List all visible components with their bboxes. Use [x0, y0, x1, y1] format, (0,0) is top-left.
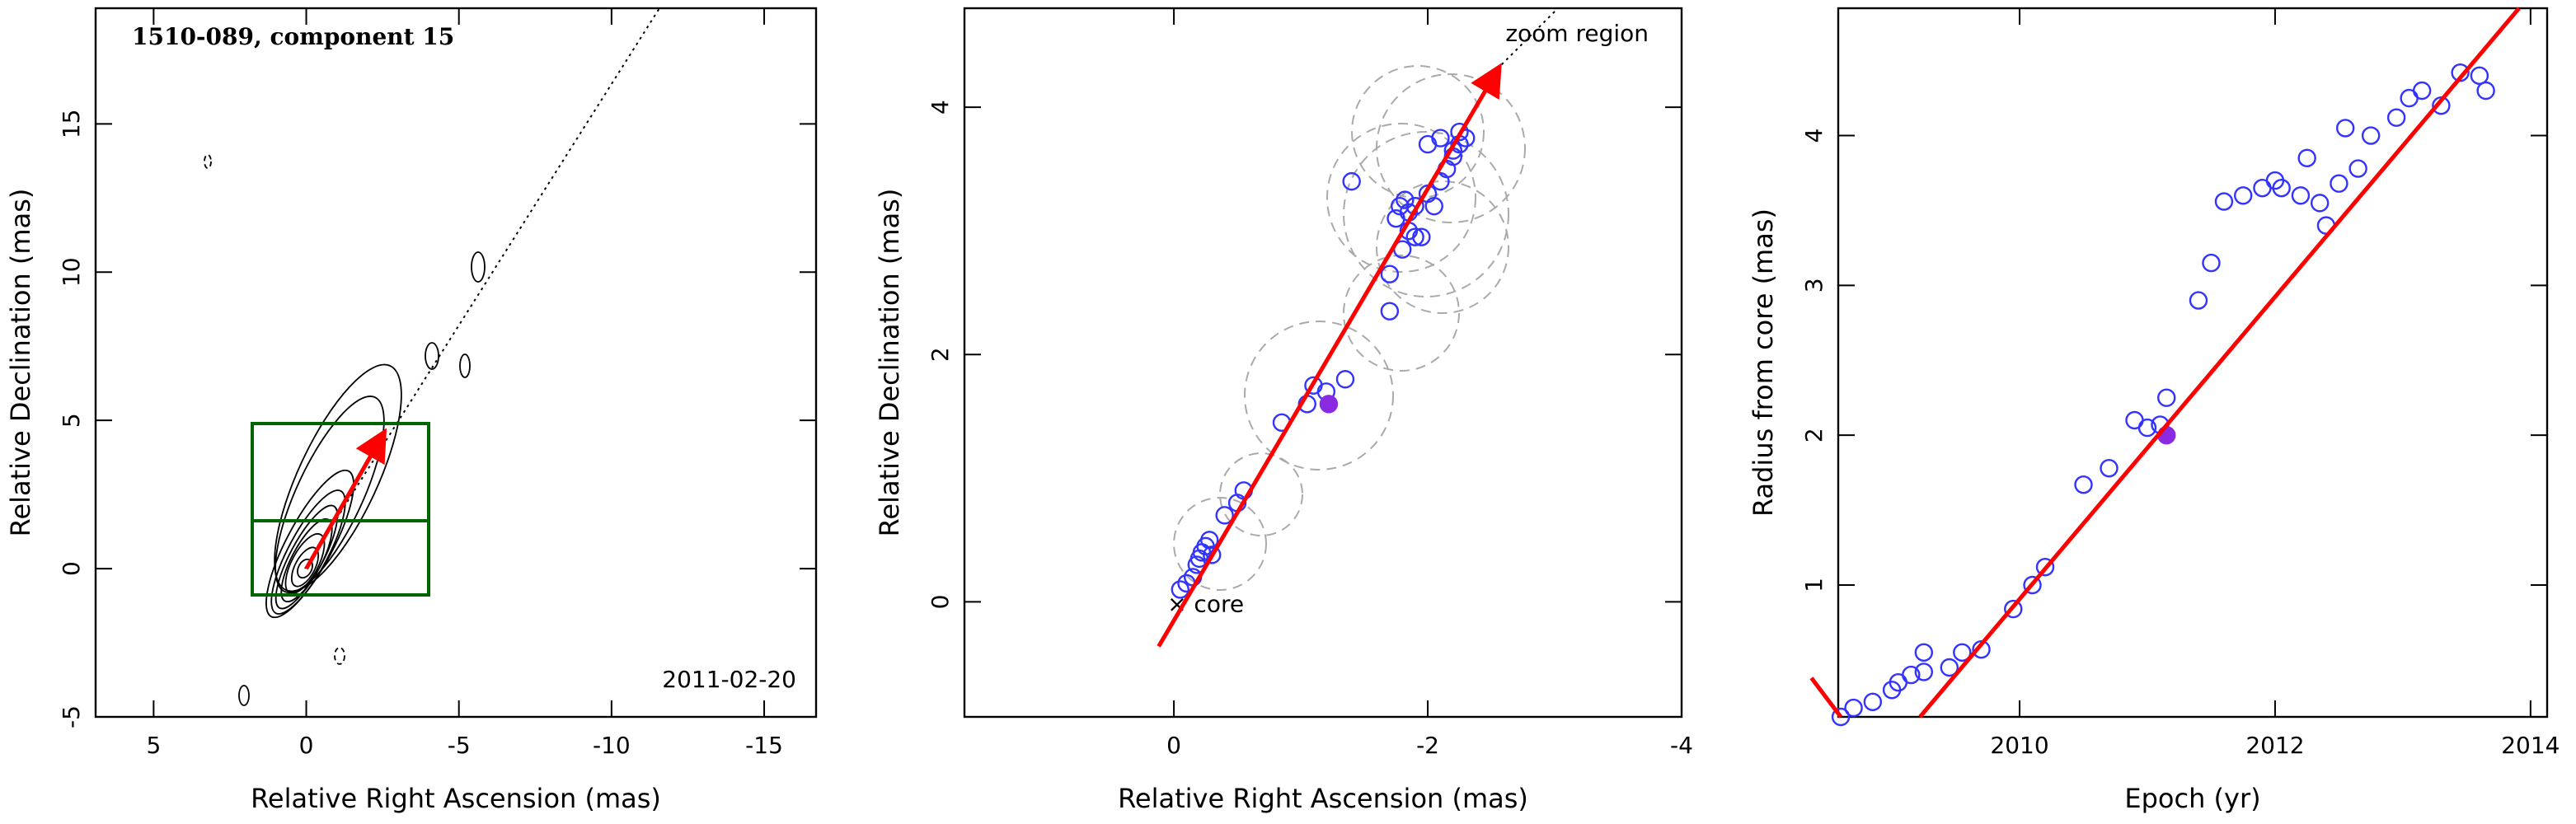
zoom-box [251, 422, 430, 597]
data-point [1418, 134, 1438, 154]
data-point [1431, 129, 1450, 147]
data-point [1215, 506, 1234, 525]
y-axis-label: Radius from core (mas) [1748, 208, 1779, 517]
data-point [2470, 66, 2489, 86]
data-point [1396, 190, 1415, 209]
x-tick-label: -2 [1416, 732, 1439, 759]
data-point [1319, 395, 1339, 414]
fit-line [1809, 677, 1843, 719]
x-tick-label: 0 [299, 732, 314, 759]
data-point [2100, 458, 2119, 478]
motion-arrow [304, 428, 387, 570]
jet-axis [1496, 7, 1559, 70]
y-tick-label: 5 [58, 413, 85, 428]
data-point [1405, 227, 1424, 246]
x-tick-label: 2012 [2245, 732, 2304, 759]
x-tick-label: -10 [593, 732, 631, 759]
data-point [2035, 557, 2055, 577]
y-tick-label: 10 [58, 257, 85, 287]
data-point [1171, 580, 1189, 599]
data-point [2330, 174, 2348, 193]
x-tick-label: -4 [1670, 732, 1693, 759]
x-axis-label: Relative Right Ascension (mas) [1118, 783, 1528, 814]
x-tick-label: 0 [1166, 732, 1181, 759]
y-axis-label: Relative Declination (mas) [5, 189, 36, 537]
data-point [2074, 475, 2093, 494]
jet-axis [304, 7, 660, 569]
x-axis-label: Epoch (yr) [2124, 783, 2260, 814]
plot-frame [94, 7, 818, 719]
x-tick-label: -15 [745, 732, 783, 759]
data-point [1450, 122, 1469, 142]
data-point [1831, 707, 1851, 727]
data-point [2004, 599, 2023, 619]
data-point [2189, 291, 2208, 310]
x-tick-label: 2014 [2501, 732, 2560, 759]
data-point [1412, 227, 1431, 246]
annotation: zoom region [1505, 20, 1649, 47]
y-tick-label: 4 [927, 100, 954, 115]
data-point [1902, 665, 1921, 685]
data-point [2310, 194, 2330, 213]
data-point [2335, 119, 2355, 138]
y-tick-label: 0 [58, 561, 85, 576]
y-tick-label: 4 [1800, 129, 1828, 143]
y-tick-label: 2 [927, 347, 954, 362]
data-point [2386, 108, 2406, 127]
data-point [2476, 81, 2495, 101]
data-point [1863, 692, 1883, 712]
data-point [2400, 88, 2419, 108]
y-tick-label: 0 [927, 595, 954, 610]
data-point [1914, 643, 1934, 662]
data-point [1380, 302, 1400, 321]
y-tick-label: 3 [1800, 278, 1828, 293]
x-axis-label: Relative Right Ascension (mas) [251, 783, 661, 814]
x-tick-label: -5 [448, 732, 471, 759]
data-point [2125, 410, 2144, 430]
data-point [2234, 186, 2253, 205]
motion-arrow [1157, 63, 1502, 648]
data-point [2272, 178, 2291, 198]
data-point [1940, 658, 1959, 677]
data-point [1953, 643, 1972, 662]
data-point [1199, 531, 1219, 550]
data-point [1424, 196, 1443, 216]
data-point [2412, 81, 2432, 101]
y-tick-label: 1 [1800, 578, 1828, 592]
data-point [1914, 662, 1934, 681]
y-tick-label: -5 [58, 705, 85, 728]
data-point [2291, 186, 2311, 205]
data-point [1342, 171, 1361, 191]
x-tick-label: 2010 [1990, 732, 2048, 759]
panel-date: 2011-02-20 [662, 666, 796, 693]
data-point [2361, 126, 2381, 145]
contours [204, 154, 486, 706]
y-tick-label: 2 [1800, 428, 1828, 442]
data-point [1203, 545, 1222, 564]
data-point [2137, 418, 2157, 438]
fit-line [1918, 7, 2521, 719]
data-point [1844, 698, 1863, 718]
data-point [2157, 388, 2176, 407]
data-point [2023, 575, 2042, 595]
y-axis-label: Relative Declination (mas) [874, 189, 905, 537]
x-tick-label: 5 [146, 732, 161, 759]
plot-frame [1837, 7, 2549, 719]
data-point [2202, 253, 2221, 273]
y-tick-label: 15 [58, 110, 85, 139]
data-point [2297, 148, 2316, 168]
data-point [2253, 178, 2272, 198]
plot-frame [963, 7, 1683, 719]
data-point [2214, 192, 2234, 211]
panel-label: 1510-089, component 15 [132, 23, 454, 50]
data-point [1335, 370, 1355, 389]
data-point [2348, 159, 2367, 178]
data-point [1380, 265, 1400, 283]
